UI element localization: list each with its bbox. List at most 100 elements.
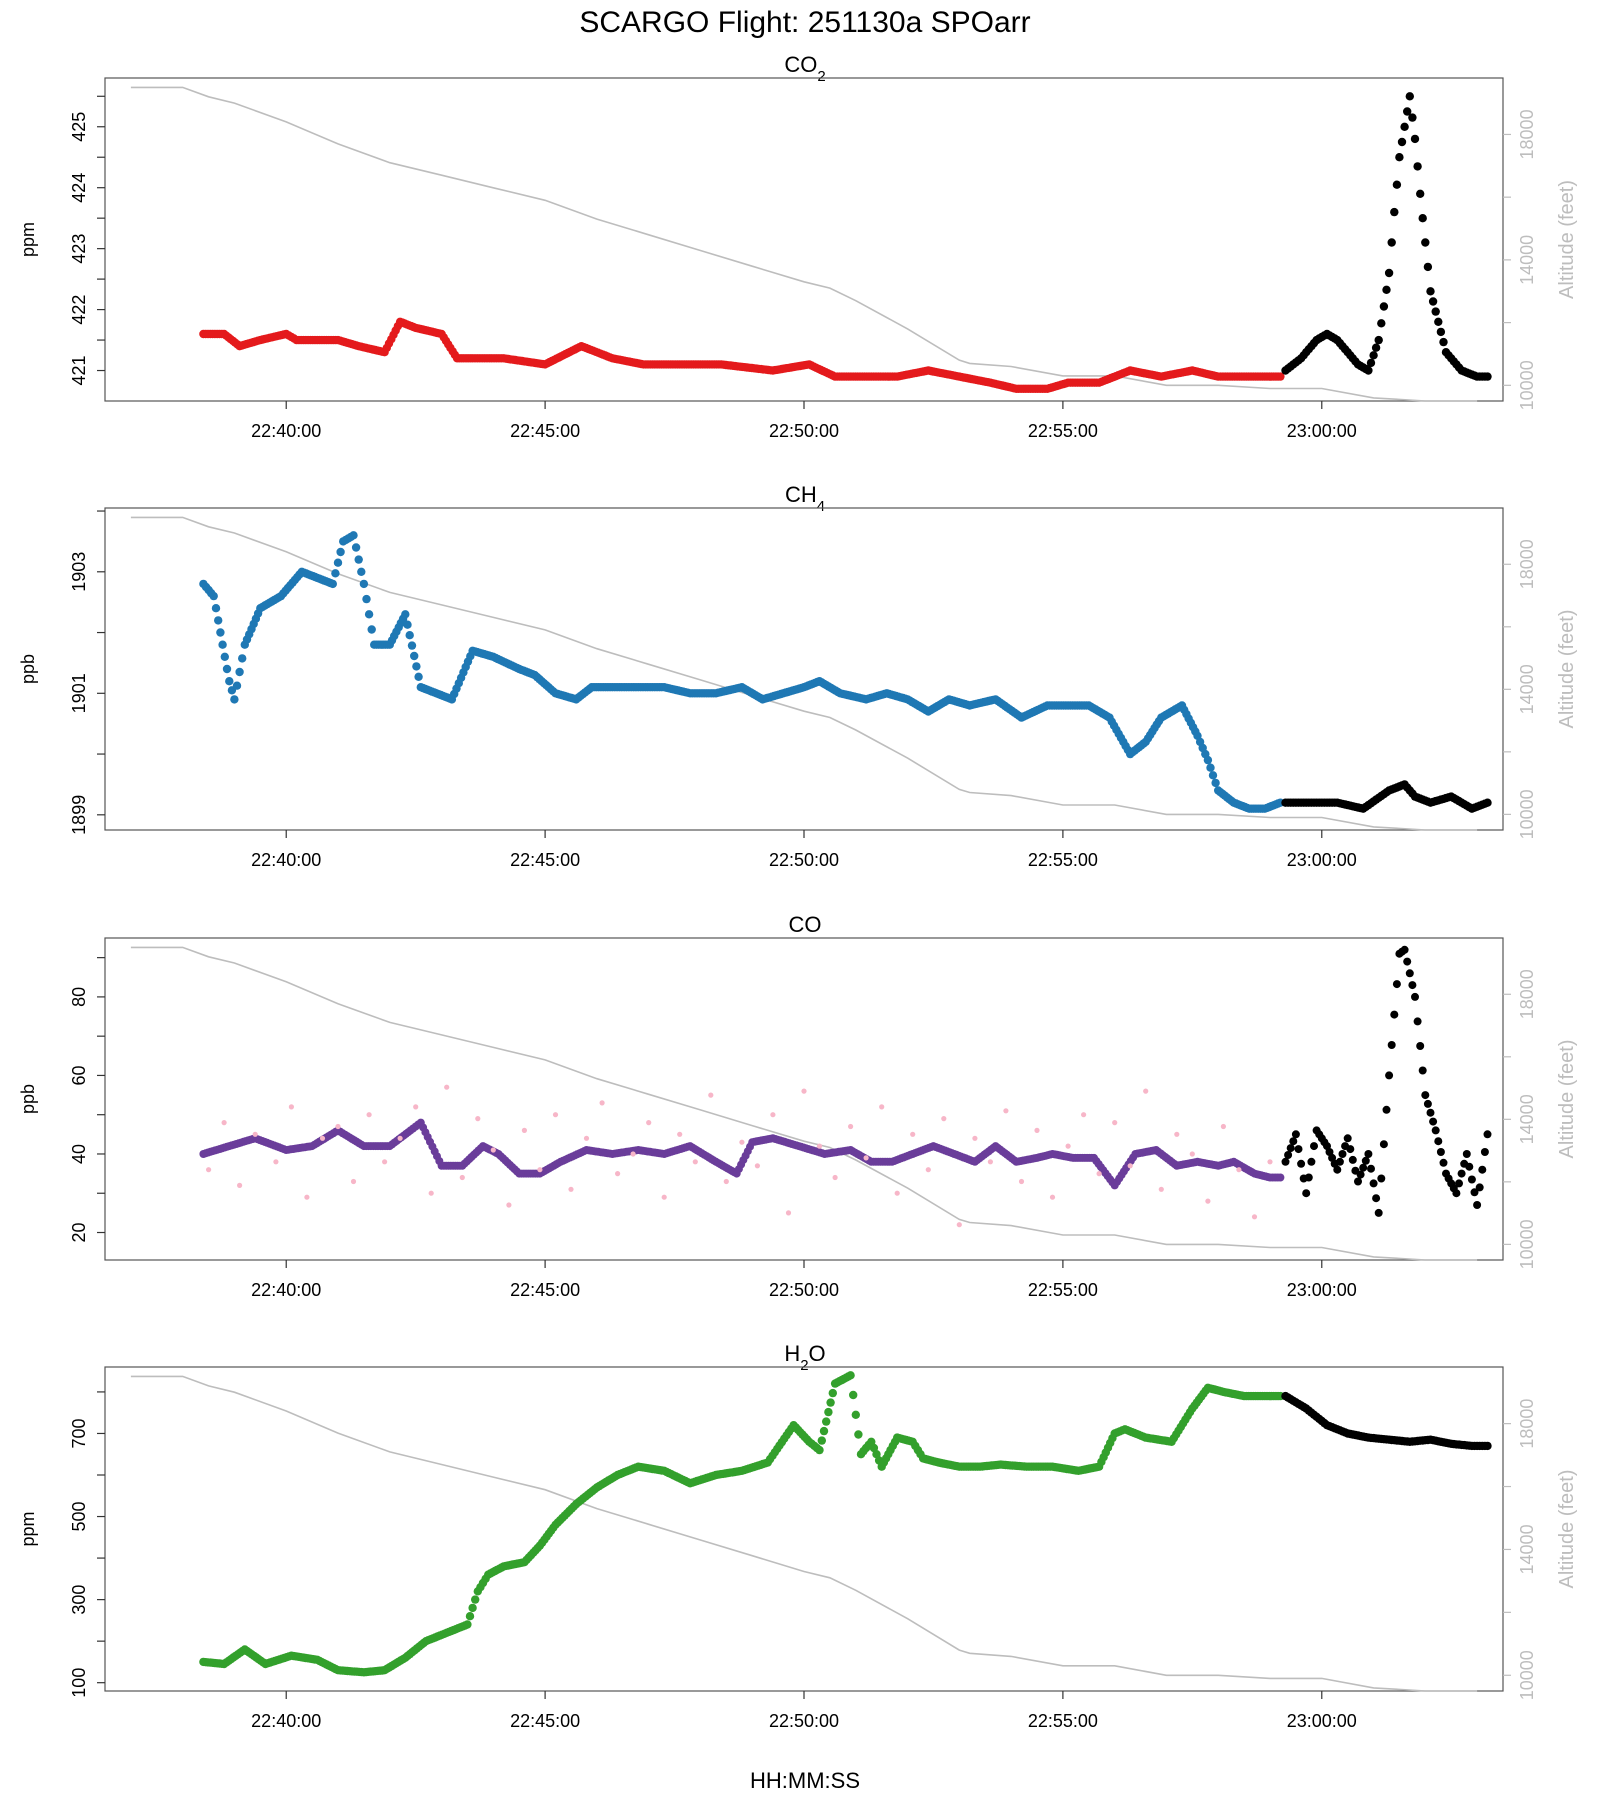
data-point-after [1426, 1108, 1435, 1117]
data-point [349, 531, 358, 540]
y-tick-label: 20 [69, 1222, 89, 1242]
data-point-after [1307, 1157, 1316, 1166]
data-point-after [1410, 134, 1420, 144]
altitude-line [130, 1375, 1478, 1692]
data-point-after [1408, 981, 1417, 990]
data-point [872, 1450, 881, 1459]
data-point [328, 579, 337, 589]
data-point-raw [1205, 1198, 1211, 1204]
x-tick-label: 23:00:00 [1287, 421, 1357, 441]
data-point-raw [708, 1092, 714, 1098]
panel-title-main: CO [784, 52, 817, 77]
data-point-raw [661, 1194, 667, 1200]
data-point [824, 1407, 833, 1417]
data-point [854, 1430, 863, 1439]
data-point [238, 654, 247, 663]
alt-tick-label: 14000 [1517, 235, 1537, 285]
data-point [849, 1390, 858, 1400]
data-point-raw [366, 1112, 372, 1118]
data-point-after [1354, 1177, 1362, 1186]
data-point [815, 1445, 824, 1455]
data-point-after [1371, 343, 1381, 352]
data-point [828, 1388, 837, 1398]
data-point-raw [1127, 1163, 1133, 1169]
data-point [216, 628, 225, 637]
data-point-raw [397, 1135, 403, 1141]
data-point-raw [335, 1123, 341, 1130]
data-point-after [1281, 1157, 1290, 1166]
y-tick-label: 60 [69, 1065, 89, 1085]
data-point-after [1284, 1151, 1293, 1159]
data-point-raw [1189, 1151, 1195, 1157]
data-point-after [1413, 162, 1422, 171]
data-point [403, 620, 412, 629]
data-point-raw [1034, 1127, 1040, 1133]
data-point-raw [568, 1186, 574, 1192]
plot-frame [104, 507, 1504, 831]
data-point-after [1333, 1165, 1342, 1174]
data-point-raw [956, 1222, 962, 1228]
plot-frame [104, 77, 1504, 402]
plot-frame [104, 1366, 1504, 1692]
data-point-after [1297, 1159, 1306, 1168]
data-point-after [1428, 297, 1438, 306]
data-point-raw [894, 1190, 900, 1196]
data-point-after [1452, 1189, 1461, 1198]
data-point [211, 604, 221, 613]
data-point [463, 1620, 472, 1629]
data-point-raw [770, 1112, 776, 1118]
data-point [336, 547, 345, 557]
data-point-after [1480, 1148, 1489, 1156]
altitude-axis-label: Altitude (feet) [1556, 180, 1578, 299]
data-point-after [1289, 1137, 1298, 1146]
data-point [1276, 1173, 1285, 1182]
data-point-raw [237, 1182, 243, 1188]
altitude-axis-label: Altitude (feet) [1556, 610, 1578, 729]
data-point-after [1483, 1130, 1492, 1139]
data-point-after [1470, 1188, 1479, 1197]
data-point-raw [521, 1127, 528, 1133]
data-point-raw [583, 1135, 590, 1141]
data-point-raw [1143, 1088, 1149, 1094]
x-tick-label: 22:50:00 [769, 421, 839, 441]
data-point-after [1310, 1142, 1318, 1151]
data-point [405, 631, 414, 640]
data-point [354, 555, 363, 564]
data-point-after [1416, 189, 1425, 198]
data-point-raw [413, 1104, 419, 1110]
data-point-after [1411, 992, 1419, 1001]
data-point [220, 652, 229, 661]
data-point-after [1395, 153, 1404, 162]
series-co-2 [1281, 945, 1492, 1217]
x-tick-label: 23:00:00 [1287, 1280, 1357, 1300]
panel-title-h2o: H2O [784, 1341, 825, 1374]
data-point [819, 1426, 829, 1436]
data-point [235, 667, 244, 677]
series-co2-0 [199, 317, 1285, 393]
data-point-raw [1267, 1159, 1273, 1165]
x-tick-label: 22:50:00 [769, 1280, 839, 1300]
data-point-after [1366, 358, 1376, 368]
data-point-after [1475, 1183, 1484, 1192]
data-point-raw [599, 1100, 605, 1106]
data-point-raw [879, 1104, 885, 1110]
series-co2-1 [1281, 92, 1492, 381]
data-point-after [1465, 1162, 1474, 1171]
data-point-after [1304, 1173, 1313, 1182]
data-point-raw [801, 1088, 807, 1094]
data-point-raw [350, 1178, 357, 1185]
data-point-raw [1112, 1120, 1118, 1126]
data-point-after [1467, 1175, 1476, 1184]
x-tick-label: 22:40:00 [251, 850, 321, 870]
y-tick-label: 1899 [69, 795, 89, 835]
data-point-raw [1049, 1194, 1056, 1200]
data-point [414, 672, 423, 681]
data-point-raw [206, 1167, 212, 1173]
series-h2o-0 [199, 1371, 1285, 1677]
data-point-after [1473, 1201, 1482, 1209]
panel-title-subscript: 2 [817, 68, 825, 85]
y-tick-label: 422 [69, 295, 89, 325]
data-point-after [1436, 1148, 1445, 1156]
panel-co: CO 22:40:00 22:45:00 22:50:00 22:55:00 23:00:… [18, 912, 1578, 1300]
